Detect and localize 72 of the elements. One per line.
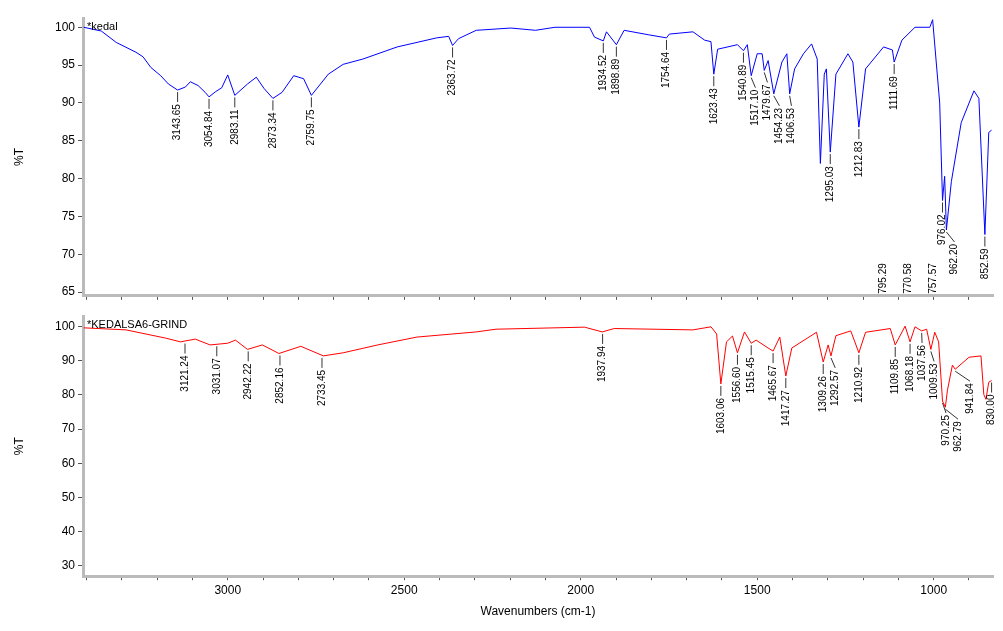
annotation: 1292.57 (828, 369, 840, 407)
y-tick-label: 60 (61, 455, 76, 470)
x-tick-label: 2500 (390, 582, 418, 597)
annotation: 1515.45 (744, 356, 756, 394)
annotation: 1295.03 (824, 165, 836, 203)
annotation: 2733.45 (315, 369, 327, 407)
annotation: 795.29 (876, 262, 888, 294)
annotation: 1623.43 (707, 87, 719, 125)
y-tick-label: 95 (61, 57, 76, 72)
annotation: 962.79 (951, 420, 963, 452)
annotation: 1540.89 (737, 64, 749, 101)
y-axis-title: %T (11, 147, 26, 166)
annotation: 1454.23 (773, 107, 785, 144)
annotation: 1465.67 (766, 364, 778, 402)
x-tick-label: 2000 (567, 582, 595, 597)
y-tick-label: 100 (54, 19, 76, 34)
annotation: 1754.64 (660, 51, 672, 89)
y-tick-label: 85 (61, 133, 76, 148)
y-tick-label: 30 (61, 558, 76, 573)
x-tick-label: 1000 (920, 582, 948, 597)
y-tick-label: 40 (61, 524, 76, 539)
y-tick-label: 90 (61, 95, 76, 110)
annotation: 2942.22 (241, 362, 253, 400)
annotation: 1898.89 (610, 58, 622, 95)
annotation: 1037.56 (915, 344, 927, 382)
annotation: 1210.92 (852, 366, 864, 403)
y-tick-label: 70 (61, 246, 76, 261)
annotation: 2983.11 (228, 108, 240, 145)
annotation: 1517.10 (749, 89, 761, 126)
series-label: *KEDALSA6-GRIND (87, 317, 188, 330)
annotation: 1479.67 (761, 83, 773, 121)
annotation: 3031.07 (210, 357, 222, 395)
annotation: 852.59 (978, 248, 990, 280)
annotation: 2852.16 (273, 367, 285, 404)
annotation: 1406.53 (785, 107, 797, 144)
annotation: 1603.06 (714, 397, 726, 435)
y-tick-label: 80 (61, 170, 76, 185)
annotation: 3121.24 (178, 355, 190, 392)
annotation: 2873.34 (266, 111, 278, 149)
annotation: 1556.60 (731, 366, 743, 403)
x-tick-label: 3000 (214, 582, 242, 597)
annotation: 1068.18 (903, 355, 915, 393)
annotation: 3143.65 (171, 103, 183, 141)
x-axis-title: Wavenumbers (cm-1) (480, 604, 596, 619)
annotation: 2363.72 (446, 59, 458, 96)
annotation: 941.84 (963, 382, 975, 414)
annotation: 1111.69 (887, 75, 899, 110)
annotation: 962.20 (948, 243, 960, 275)
annotation: 1417.27 (779, 389, 791, 427)
y-axis-title: %T (11, 436, 26, 456)
y-tick-label: 75 (61, 208, 76, 223)
annotation: 1009.53 (927, 362, 939, 400)
annotation: 830.00 (985, 394, 997, 426)
annotation: 1109.85 (888, 358, 900, 395)
annotation: 1937.94 (596, 345, 608, 383)
annotation: 1934.52 (597, 54, 609, 92)
y-tick-label: 65 (61, 284, 76, 299)
series-label: *kedal (87, 19, 118, 32)
annotation: 757.57 (926, 262, 938, 294)
annotation: 1309.26 (816, 375, 828, 413)
y-tick-label: 80 (61, 387, 76, 402)
annotation: 770.58 (901, 262, 913, 294)
y-tick-label: 90 (61, 352, 76, 367)
annotation: 976.02 (936, 214, 948, 246)
y-tick-label: 50 (61, 489, 76, 504)
y-tick-label: 70 (61, 421, 76, 436)
annotation: 970.25 (939, 414, 951, 446)
annotation: 3054.84 (202, 110, 214, 148)
x-tick-label: 1500 (743, 582, 771, 597)
annotation: 1212.83 (852, 140, 864, 178)
annotation: 2759.75 (305, 108, 317, 146)
y-tick-label: 100 (54, 318, 76, 333)
